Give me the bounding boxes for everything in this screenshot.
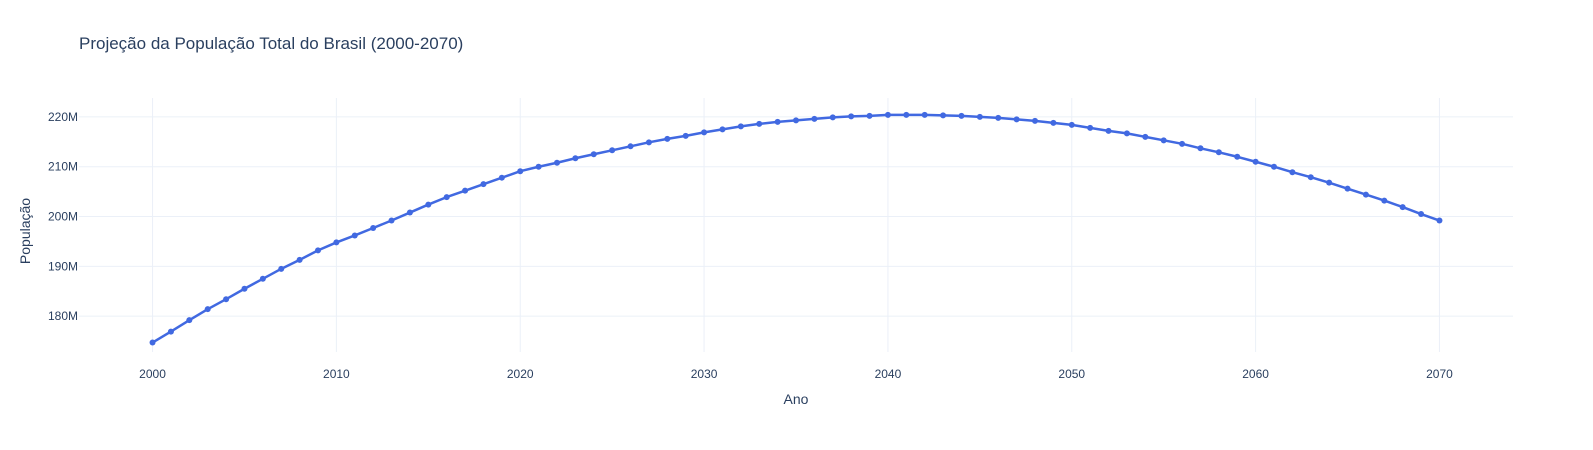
data-point: [682, 132, 689, 139]
data-point: [480, 181, 487, 188]
data-point: [1289, 169, 1296, 176]
y-tick-label: 190M: [48, 259, 78, 273]
y-tick-label: 180M: [48, 309, 78, 323]
data-point: [204, 306, 211, 313]
data-point: [315, 247, 321, 254]
y-tick-label: 200M: [48, 210, 78, 224]
data-point: [1436, 217, 1443, 224]
data-point: [1013, 116, 1020, 123]
data-point: [995, 114, 1002, 121]
data-point: [1160, 137, 1167, 144]
data-point: [572, 155, 579, 162]
data-point: [976, 113, 983, 120]
data-point: [1399, 204, 1406, 211]
grid-layer: [79, 98, 1513, 352]
x-tick-label: 2020: [507, 367, 534, 381]
data-point: [1087, 124, 1094, 131]
x-tick-label: 2070: [1426, 367, 1453, 381]
data-point: [388, 217, 395, 224]
data-point: [1050, 119, 1057, 126]
data-point: [866, 112, 873, 119]
data-point: [498, 174, 505, 181]
data-point: [1381, 197, 1388, 204]
series-line: [151, 113, 1440, 344]
data-point: [443, 194, 450, 201]
data-point: [259, 275, 266, 282]
data-point: [1123, 130, 1130, 137]
y-axis-ticks: 180M 190M 200M 210M 220M: [48, 110, 78, 323]
x-tick-label: 2060: [1242, 367, 1269, 381]
data-point: [351, 232, 358, 239]
data-point: [737, 123, 744, 130]
data-point: [903, 111, 910, 118]
data-point: [940, 112, 947, 119]
data-point: [1068, 121, 1075, 128]
data-point: [756, 120, 763, 127]
data-point: [793, 117, 799, 124]
data-point: [1197, 145, 1204, 152]
data-point: [1032, 117, 1038, 124]
data-point: [645, 139, 652, 146]
data-point: [1179, 140, 1186, 147]
y-tick-label: 210M: [48, 160, 78, 174]
data-point: [829, 114, 836, 121]
data-point: [425, 201, 432, 208]
data-point: [333, 239, 340, 246]
y-tick-label: 220M: [48, 110, 78, 124]
x-tick-label: 2040: [875, 367, 902, 381]
data-point: [554, 159, 560, 166]
data-point: [590, 151, 597, 158]
data-point: [462, 187, 469, 194]
data-point: [811, 115, 818, 122]
data-point: [406, 209, 413, 216]
data-point: [517, 168, 524, 175]
chart-title: Projeção da População Total do Brasil (2…: [79, 34, 463, 53]
data-point: [186, 317, 193, 324]
data-point: [1344, 185, 1351, 192]
x-tick-label: 2010: [323, 367, 350, 381]
data-point: [370, 224, 377, 231]
data-point: [848, 113, 855, 120]
data-point: [1142, 133, 1149, 140]
data-point: [241, 285, 248, 292]
data-point: [884, 111, 891, 118]
data-point: [774, 118, 781, 125]
x-tick-label: 2000: [139, 367, 166, 381]
x-tick-label: 2030: [691, 367, 718, 381]
data-point: [1215, 149, 1222, 156]
data-point: [167, 328, 174, 335]
data-point: [609, 147, 616, 154]
data-point: [1234, 153, 1241, 160]
data-point: [627, 143, 634, 150]
x-axis-ticks: 2000 2010 2020 2030 2040 2050 2060 2070: [139, 367, 1453, 381]
data-point: [1271, 163, 1277, 170]
x-tick-label: 2050: [1058, 367, 1085, 381]
data-point: [958, 112, 965, 119]
x-axis-title: Ano: [784, 391, 809, 407]
data-point: [1105, 127, 1112, 134]
data-point: [701, 129, 708, 136]
data-point: [535, 163, 542, 170]
data-point: [223, 296, 230, 303]
data-point: [1326, 179, 1333, 186]
data-point: [1252, 158, 1259, 165]
data-point: [296, 256, 303, 263]
data-point: [1307, 174, 1314, 181]
data-point: [1362, 191, 1369, 198]
data-point: [719, 126, 726, 133]
data-point: [664, 135, 671, 142]
y-axis-title: População: [17, 198, 33, 264]
data-point: [278, 265, 285, 272]
data-points: [149, 111, 1443, 346]
data-point: [149, 339, 156, 346]
data-point: [1418, 211, 1425, 218]
data-point: [921, 111, 928, 118]
